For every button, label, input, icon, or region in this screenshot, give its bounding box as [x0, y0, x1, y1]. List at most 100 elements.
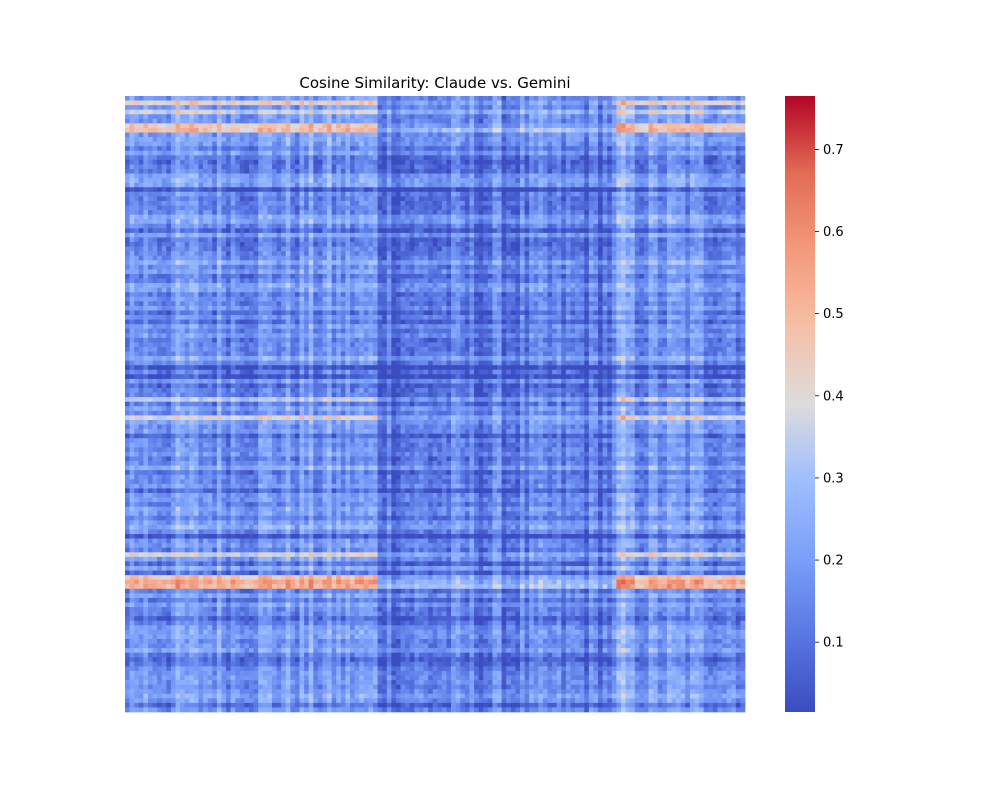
- heatmap-cell: [487, 109, 493, 115]
- heatmap-cell: [359, 150, 365, 156]
- heatmap-cell: [575, 251, 581, 257]
- heatmap-cell: [437, 127, 443, 133]
- heatmap-cell: [703, 105, 709, 111]
- heatmap-cell: [345, 200, 351, 206]
- heatmap-cell: [487, 182, 493, 188]
- heatmap-cell: [497, 118, 502, 124]
- heatmap-cell: [593, 118, 599, 124]
- heatmap-cell: [625, 182, 631, 188]
- heatmap-cell: [643, 196, 649, 202]
- heatmap-cell: [258, 255, 264, 261]
- heatmap-cell: [285, 246, 291, 252]
- heatmap-cell: [602, 232, 608, 238]
- heatmap-cell: [478, 260, 484, 266]
- heatmap-cell: [588, 132, 594, 138]
- heatmap-cell: [731, 242, 737, 247]
- heatmap-cell: [657, 210, 663, 215]
- heatmap-cell: [281, 210, 287, 215]
- heatmap-cell: [533, 228, 539, 234]
- heatmap-cell: [680, 100, 686, 106]
- heatmap-cell: [386, 178, 392, 184]
- heatmap-cell: [363, 210, 369, 215]
- heatmap-cell: [189, 255, 195, 261]
- heatmap-cell: [235, 114, 241, 120]
- heatmap-cell: [588, 178, 594, 184]
- heatmap-cell: [322, 210, 328, 215]
- heatmap-cell: [281, 205, 287, 211]
- heatmap-cell: [189, 127, 195, 133]
- heatmap-cell: [345, 127, 351, 133]
- heatmap-cell: [478, 169, 484, 174]
- heatmap-cell: [377, 182, 383, 188]
- heatmap-cell: [405, 223, 411, 229]
- heatmap-cell: [552, 260, 558, 266]
- heatmap-cell: [469, 200, 475, 206]
- heatmap-cell: [699, 109, 705, 115]
- heatmap-cell: [368, 223, 374, 229]
- heatmap-cell: [230, 214, 236, 220]
- heatmap-cell: [451, 246, 457, 252]
- heatmap-cell: [198, 173, 204, 179]
- heatmap-cell: [340, 255, 346, 261]
- heatmap-cell: [308, 205, 314, 211]
- heatmap-cell: [253, 219, 259, 225]
- heatmap-cell: [138, 205, 144, 211]
- heatmap-cell: [685, 246, 691, 252]
- heatmap-cell: [230, 182, 236, 188]
- heatmap-cell: [354, 173, 360, 179]
- heatmap-cell: [630, 173, 636, 179]
- heatmap-cell: [276, 251, 282, 257]
- heatmap-cell: [671, 182, 677, 188]
- heatmap-cell: [630, 251, 636, 257]
- heatmap-cell: [538, 100, 544, 106]
- heatmap-cell: [607, 150, 613, 156]
- heatmap-cell: [317, 182, 323, 188]
- heatmap-cell: [290, 237, 296, 243]
- heatmap-cell: [180, 105, 186, 111]
- heatmap-cell: [731, 228, 737, 234]
- heatmap-cell: [625, 210, 631, 215]
- heatmap-cell: [125, 178, 130, 184]
- heatmap-cell: [189, 150, 195, 156]
- heatmap-cell: [239, 260, 245, 266]
- heatmap-cell: [598, 178, 603, 184]
- heatmap-cell: [331, 255, 337, 261]
- heatmap-cell: [588, 232, 594, 238]
- heatmap-cell: [533, 191, 539, 197]
- heatmap-cell: [561, 141, 567, 147]
- heatmap-cell: [161, 228, 167, 234]
- heatmap-cell: [731, 191, 737, 197]
- heatmap-cell: [497, 114, 502, 120]
- heatmap-cell: [377, 260, 383, 266]
- heatmap-cell: [501, 214, 507, 220]
- heatmap-cell: [359, 118, 365, 124]
- heatmap-cell: [666, 164, 672, 170]
- heatmap-cell: [731, 141, 737, 147]
- heatmap-cell: [405, 178, 411, 184]
- heatmap-cell: [239, 187, 245, 193]
- heatmap-cell: [552, 173, 558, 179]
- heatmap-cell: [180, 191, 186, 197]
- heatmap-cell: [285, 169, 291, 174]
- heatmap-cell: [235, 196, 241, 202]
- heatmap-cell: [299, 255, 305, 261]
- heatmap-cell: [515, 132, 521, 138]
- heatmap-cell: [506, 210, 512, 215]
- heatmap-cell: [175, 109, 181, 115]
- heatmap-cell: [290, 123, 296, 129]
- heatmap-cell: [506, 150, 512, 156]
- heatmap-cell: [271, 200, 277, 206]
- heatmap-cell: [359, 182, 365, 188]
- heatmap-cell: [271, 164, 277, 170]
- heatmap-cell: [492, 246, 498, 252]
- heatmap-cell: [561, 182, 567, 188]
- heatmap-cell: [538, 118, 544, 124]
- heatmap-cell: [492, 127, 498, 133]
- heatmap-cell: [363, 237, 369, 243]
- heatmap-cell: [340, 232, 346, 238]
- heatmap-cell: [735, 100, 741, 106]
- heatmap-cell: [616, 169, 622, 174]
- heatmap-cell: [666, 173, 672, 179]
- heatmap-cell: [336, 114, 342, 120]
- heatmap-cell: [685, 155, 691, 161]
